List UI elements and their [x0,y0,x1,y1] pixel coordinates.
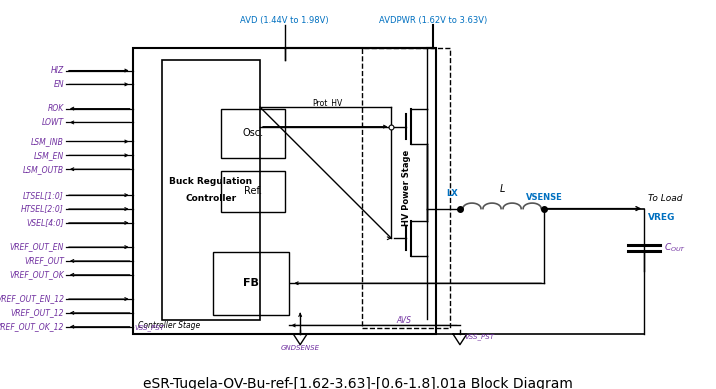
Text: Osc.: Osc. [242,128,263,138]
Text: VSEL[4:0]: VSEL[4:0] [26,218,64,227]
Text: LSM_INB: LSM_INB [31,137,64,146]
Text: EN: EN [54,80,64,89]
Text: eSR-Tugela-OV-Bu-ref-[1.62-3.63]-[0.6-1.8].01a Block Diagram: eSR-Tugela-OV-Bu-ref-[1.62-3.63]-[0.6-1.… [143,377,573,389]
Text: VREF_OUT_EN_12: VREF_OUT_EN_12 [0,294,64,303]
Text: LSM_OUTB: LSM_OUTB [23,165,64,174]
Text: VSS_PST: VSS_PST [465,333,495,340]
Text: Prot_HV: Prot_HV [312,98,342,107]
Text: HTSEL[2:0]: HTSEL[2:0] [21,205,64,214]
Text: Buck Regulation: Buck Regulation [170,177,253,186]
Bar [213,252,289,315]
Text: LX: LX [446,189,458,198]
Text: VREF_OUT_12: VREF_OUT_12 [11,308,64,317]
Text: FB: FB [243,278,259,288]
Text: Ref.: Ref. [243,186,262,196]
Text: AVDPWR (1.62V to 3.63V): AVDPWR (1.62V to 3.63V) [379,16,488,25]
Text: VREF_OUT_OK_12: VREF_OUT_OK_12 [0,322,64,331]
Text: HIZ: HIZ [51,66,64,75]
Text: VREF_OUT_OK: VREF_OUT_OK [9,270,64,279]
Text: Controller Stage: Controller Stage [137,321,200,330]
Text: VREF_OUT: VREF_OUT [24,256,64,265]
Text: VREF_OUT_EN: VREF_OUT_EN [9,243,64,252]
Text: LSM_EN: LSM_EN [34,151,64,160]
Text: VSS_PST: VSS_PST [135,324,165,331]
Bar [132,49,436,334]
Text: AVD (1.44V to 1.98V): AVD (1.44V to 1.98V) [240,16,329,25]
Text: VREG: VREG [648,213,675,222]
Text: LTSEL[1:0]: LTSEL[1:0] [23,191,64,200]
Text: LOWT: LOWT [42,118,64,127]
Bar [362,49,450,328]
Text: To Load: To Load [648,194,682,203]
Text: Controller: Controller [185,194,236,203]
Bar [162,60,260,320]
Text: ROK: ROK [48,104,64,113]
Text: VSENSE: VSENSE [526,193,563,202]
Bar [221,171,284,212]
Text: $C_{OUT}$: $C_{OUT}$ [664,242,686,254]
Text: L: L [499,184,505,194]
Text: GNDSENSE: GNDSENSE [281,345,319,351]
Text: HV Power Stage: HV Power Stage [402,150,410,226]
Text: AVS: AVS [397,315,412,324]
Bar [221,109,284,158]
